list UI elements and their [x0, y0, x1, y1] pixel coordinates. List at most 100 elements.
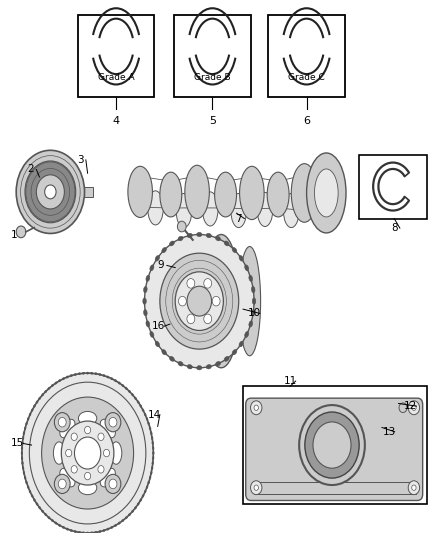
Ellipse shape	[21, 447, 23, 450]
Circle shape	[29, 382, 146, 524]
Circle shape	[25, 161, 76, 223]
Ellipse shape	[291, 164, 318, 222]
Ellipse shape	[162, 247, 166, 253]
Ellipse shape	[231, 193, 247, 228]
Circle shape	[58, 417, 66, 427]
Text: 5: 5	[209, 116, 216, 126]
Text: Grade C: Grade C	[288, 73, 325, 82]
Ellipse shape	[178, 236, 183, 241]
Ellipse shape	[51, 519, 53, 522]
Bar	[64, 187, 93, 197]
Circle shape	[66, 449, 72, 457]
Ellipse shape	[150, 471, 152, 474]
Text: 2: 2	[27, 165, 34, 174]
Ellipse shape	[144, 286, 147, 293]
Ellipse shape	[143, 298, 146, 304]
Ellipse shape	[95, 531, 97, 533]
Circle shape	[71, 433, 77, 440]
Ellipse shape	[60, 419, 75, 438]
Ellipse shape	[99, 530, 101, 532]
Ellipse shape	[206, 233, 212, 238]
Ellipse shape	[232, 350, 237, 355]
Ellipse shape	[283, 193, 299, 228]
Ellipse shape	[150, 265, 154, 271]
Ellipse shape	[100, 419, 115, 438]
Ellipse shape	[78, 411, 97, 425]
Ellipse shape	[146, 321, 150, 327]
Ellipse shape	[224, 241, 229, 246]
Circle shape	[412, 405, 416, 410]
Ellipse shape	[27, 486, 29, 489]
Ellipse shape	[33, 405, 35, 408]
Ellipse shape	[82, 532, 85, 533]
Ellipse shape	[150, 332, 154, 337]
Ellipse shape	[78, 531, 81, 533]
Ellipse shape	[140, 498, 142, 502]
Circle shape	[22, 373, 153, 533]
Circle shape	[85, 472, 91, 480]
Circle shape	[36, 175, 64, 209]
Ellipse shape	[106, 528, 109, 530]
Ellipse shape	[36, 503, 38, 505]
Ellipse shape	[74, 530, 77, 532]
Circle shape	[105, 474, 121, 494]
Ellipse shape	[114, 379, 117, 382]
Ellipse shape	[22, 437, 24, 440]
Circle shape	[98, 466, 104, 473]
Ellipse shape	[185, 165, 209, 219]
Ellipse shape	[134, 506, 137, 509]
Circle shape	[251, 481, 262, 495]
Circle shape	[54, 474, 70, 494]
Ellipse shape	[134, 397, 137, 400]
Circle shape	[16, 226, 26, 238]
Circle shape	[187, 286, 212, 316]
Circle shape	[408, 401, 420, 415]
Ellipse shape	[245, 265, 249, 271]
Circle shape	[103, 449, 110, 457]
Circle shape	[109, 479, 117, 489]
Circle shape	[204, 314, 212, 324]
Ellipse shape	[90, 372, 93, 374]
Ellipse shape	[267, 172, 289, 217]
Ellipse shape	[128, 513, 131, 516]
Ellipse shape	[29, 413, 31, 416]
Text: 11: 11	[283, 376, 297, 386]
Circle shape	[54, 413, 70, 432]
Ellipse shape	[110, 442, 122, 464]
Ellipse shape	[137, 503, 139, 505]
Text: 12: 12	[404, 401, 417, 411]
Ellipse shape	[128, 390, 131, 393]
Bar	[359, 155, 427, 219]
Ellipse shape	[102, 529, 105, 531]
Ellipse shape	[58, 524, 61, 527]
Ellipse shape	[251, 286, 255, 293]
Ellipse shape	[125, 516, 127, 519]
Circle shape	[85, 426, 91, 434]
Ellipse shape	[151, 466, 153, 470]
Ellipse shape	[249, 321, 253, 327]
Ellipse shape	[25, 481, 28, 484]
Ellipse shape	[45, 390, 47, 393]
Circle shape	[408, 481, 420, 495]
Circle shape	[109, 417, 117, 427]
Ellipse shape	[155, 255, 159, 261]
Ellipse shape	[206, 365, 212, 369]
Circle shape	[299, 405, 365, 485]
Ellipse shape	[24, 476, 26, 479]
Circle shape	[16, 150, 85, 233]
Ellipse shape	[33, 498, 35, 502]
Text: Grade B: Grade B	[194, 73, 231, 82]
Ellipse shape	[170, 241, 174, 246]
Ellipse shape	[140, 405, 142, 408]
Ellipse shape	[128, 166, 152, 217]
Ellipse shape	[22, 466, 24, 470]
Circle shape	[45, 185, 56, 199]
Ellipse shape	[150, 432, 152, 435]
Circle shape	[58, 479, 66, 489]
Circle shape	[160, 253, 239, 349]
Ellipse shape	[48, 516, 50, 519]
Text: 6: 6	[303, 116, 310, 126]
Ellipse shape	[78, 373, 81, 375]
Ellipse shape	[53, 442, 65, 464]
Circle shape	[254, 405, 258, 410]
